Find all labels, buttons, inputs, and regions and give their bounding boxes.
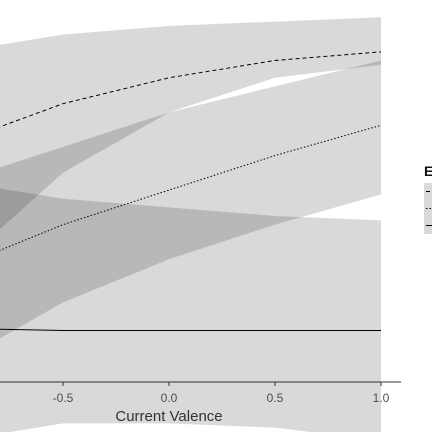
confidence-band-3 [0, 188, 381, 432]
series-line-3 [0, 328, 381, 331]
series-lines [0, 51, 382, 331]
confidence-band-1 [0, 17, 381, 230]
x-axis-title: Current Valence [115, 408, 222, 425]
x-tick-label: 1.0 [373, 391, 390, 405]
confidence-band-2 [0, 60, 381, 339]
legend: E [424, 163, 432, 234]
series-line-1 [0, 51, 382, 128]
x-axis-ticks: -0.5 0.0 0.5 1.0 [53, 382, 390, 405]
legend-keys [424, 183, 432, 234]
x-tick-label: -0.5 [53, 391, 74, 405]
legend-title: E [424, 163, 432, 179]
x-tick-label: 0.5 [267, 391, 284, 405]
legend-key-2 [424, 200, 432, 217]
x-tick-label: 0.0 [161, 391, 178, 405]
confidence-bands [0, 17, 381, 432]
